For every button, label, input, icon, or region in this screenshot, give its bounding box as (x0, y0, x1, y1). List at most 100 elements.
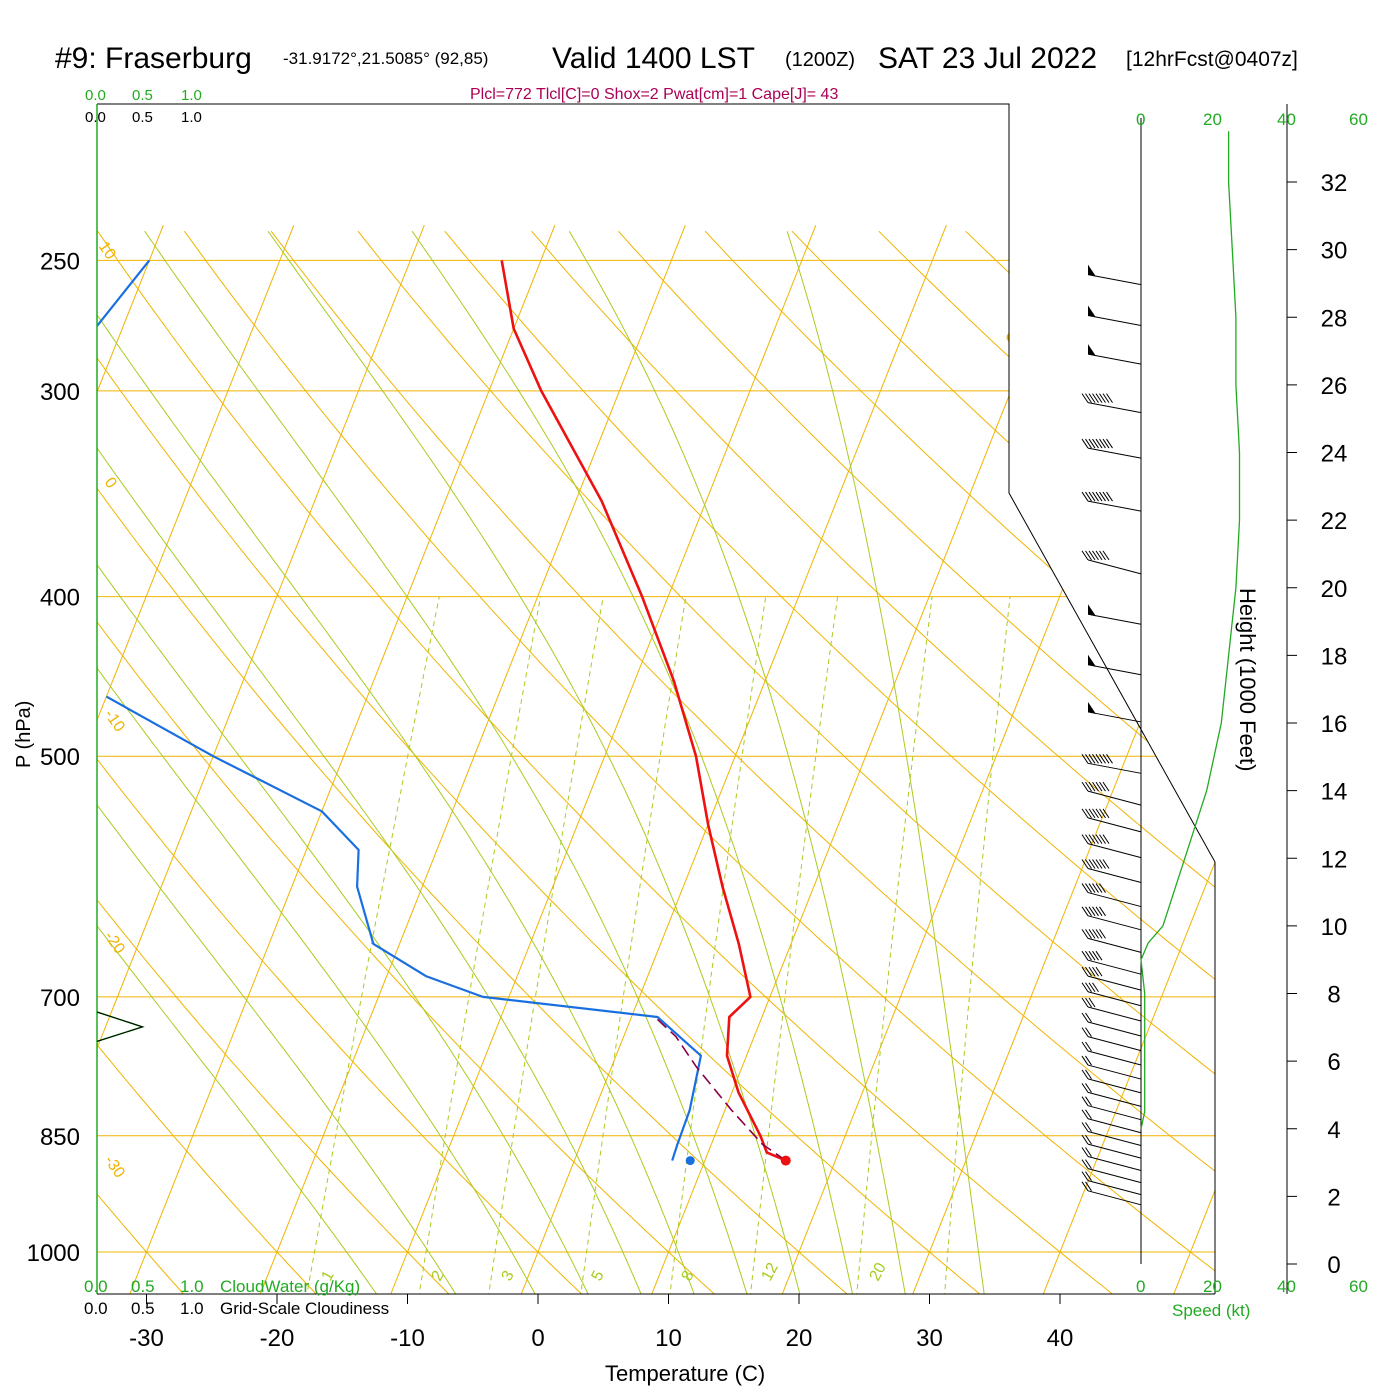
cloud-scale-bottom: 0.0 0.5 1.0 0.0 0.5 1.0 (84, 1277, 204, 1318)
wind-barb-feather (1095, 883, 1103, 893)
diagram-frame (97, 103, 1216, 1294)
wind-barb-staff (1087, 1064, 1142, 1080)
wind-barb-feather (1081, 550, 1089, 561)
wind-barb-feather (1088, 950, 1096, 961)
stability-indices: Plcl=772 Tlcl[C]=0 Shox=2 Pwat[cm]=1 Cap… (470, 86, 838, 103)
cloudwater-scale-top-2: 1.0 (181, 87, 202, 104)
wind-barb-pennant (1088, 604, 1096, 617)
wind-barb (1081, 997, 1142, 1022)
wind-barb-feather (1092, 393, 1099, 403)
wind-barb-staff (1087, 353, 1142, 365)
wind-barb-staff (1087, 868, 1142, 883)
wind-barb (1081, 1147, 1142, 1171)
height-tick-label: 24 (1321, 441, 1348, 468)
wind-barb-pennant (1088, 264, 1096, 277)
height-tick-label: 6 (1327, 1049, 1340, 1076)
dry-adiabat (97, 230, 730, 1294)
temperature-tick-label: 40 (1047, 1325, 1074, 1352)
wind-barb (1081, 982, 1142, 1007)
wind-barb-staff (1087, 892, 1142, 908)
dry-adiabat (791, 230, 1215, 1294)
wind-barb (1081, 859, 1142, 883)
wind-barb-feather (1088, 754, 1096, 764)
wind-barb-feather (1081, 834, 1089, 844)
speed-bottom-20: 20 (1203, 1277, 1222, 1296)
wind-barb-feather (1106, 393, 1113, 403)
temperature-tick-label: -10 (390, 1325, 425, 1352)
wind-barb-feather (1095, 550, 1103, 561)
wind-barb-feather (1081, 1159, 1089, 1169)
cloudwater-scale-bottom-2: 1.0 (180, 1277, 204, 1296)
wind-barb-feather (1099, 781, 1106, 792)
pressure-tick-label: 400 (40, 585, 80, 612)
moist-adiabat (568, 230, 908, 1294)
isotherm-line (515, 225, 947, 1294)
wind-barb-feather (1085, 834, 1092, 844)
wind-barb-feather (1099, 883, 1106, 893)
mixing-ratio-line (416, 596, 542, 1294)
wind-barb (1081, 1083, 1142, 1107)
height-tick-label: 22 (1321, 508, 1348, 535)
moist-adiabat (144, 230, 751, 1294)
cloud-scale-top: 0.0 0.5 1.0 0.0 0.5 1.0 (85, 87, 202, 126)
cloudwater-scale-bottom-1: 0.5 (131, 1277, 155, 1296)
wind-barb-feather (1085, 906, 1092, 917)
wind-barb-staff (1087, 1118, 1142, 1134)
wind-barb-feather (1099, 438, 1106, 449)
dry-adiabat-label: -30 (101, 1153, 128, 1182)
speed-top-0: 0 (1136, 110, 1145, 129)
wind-barb-staff (1087, 1091, 1142, 1107)
wind-barb-staff (1087, 790, 1142, 806)
mixing-ratio-line (667, 596, 767, 1294)
wind-barb-feather (1095, 859, 1103, 869)
wind-barb-feather (1085, 950, 1092, 961)
mixing-ratio-label: 3 (499, 1268, 518, 1284)
surface-temperature-dot (780, 1155, 791, 1166)
height-tick-label: 26 (1321, 373, 1348, 400)
isotherm-line (124, 225, 556, 1294)
wind-barb-feather (1088, 393, 1096, 403)
wind-barb-feather (1085, 1012, 1092, 1023)
wind-barb-feather (1081, 781, 1089, 792)
wind-barb (1087, 305, 1142, 326)
height-tick-label: 28 (1321, 305, 1348, 332)
wind-barb-staff (1087, 1168, 1142, 1184)
wind-barb-feather (1099, 754, 1106, 764)
wind-barb-feather (1081, 1096, 1089, 1106)
speed-top-20: 20 (1203, 110, 1222, 129)
wind-barb-feather (1085, 438, 1092, 449)
wind-barb-feather (1088, 883, 1096, 893)
height-tick-label: 16 (1321, 711, 1348, 738)
height-tick-label: 10 (1321, 914, 1348, 941)
pressure-tick-label: 700 (40, 985, 80, 1012)
wind-barb (1081, 1181, 1142, 1206)
wind-barb-feather (1085, 781, 1092, 792)
dry-adiabat-label: 0 (101, 475, 120, 492)
wind-barb-staff (1087, 1021, 1142, 1037)
wind-barb-pennant (1088, 701, 1096, 714)
moist-adiabat (786, 231, 987, 1294)
wind-barb-pennant (1088, 305, 1096, 318)
wind-barb-feather (1081, 1069, 1089, 1080)
wind-barb-feather (1081, 1055, 1089, 1066)
wind-barb-feather (1102, 808, 1110, 819)
cloudwater-label: CloudWater (g/Kg) (220, 1277, 360, 1296)
wind-barb-feather (1085, 754, 1092, 764)
wind-barb-staff (1087, 1190, 1142, 1206)
cloudwater-scale-top-0: 0.0 (85, 87, 106, 104)
wind-barb (1081, 1109, 1142, 1134)
cloudiness-scale-bottom-0: 0.0 (84, 1299, 108, 1318)
pressure-tick-label: 500 (40, 744, 80, 771)
wind-barb-feather (1081, 393, 1089, 403)
isotherm-line (385, 225, 817, 1294)
wind-barb-staff (1087, 1131, 1142, 1147)
x-axis-label: Temperature (C) (605, 1361, 765, 1386)
wind-barb-feather (1088, 808, 1096, 819)
wind-barb (1081, 950, 1142, 975)
mixing-ratio-line (855, 596, 933, 1294)
cloudiness-scale-top-2: 1.0 (181, 109, 202, 126)
cloudwater-scale-bottom-0: 0.0 (84, 1277, 108, 1296)
dry-adiabat (97, 230, 196, 1294)
mixing-ratio-line (578, 596, 687, 1294)
